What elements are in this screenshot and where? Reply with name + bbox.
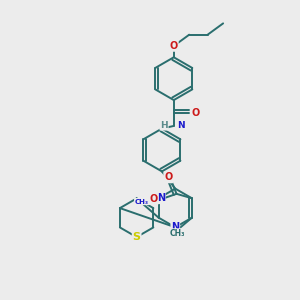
Text: N: N xyxy=(157,193,165,203)
Text: N: N xyxy=(171,222,179,232)
Text: S: S xyxy=(133,232,141,242)
Text: O: O xyxy=(170,41,178,51)
Text: O: O xyxy=(192,108,200,118)
Text: O: O xyxy=(149,194,158,204)
Text: H: H xyxy=(160,121,168,130)
Text: CH₃: CH₃ xyxy=(169,229,185,238)
Text: CH₃: CH₃ xyxy=(135,199,148,205)
Text: O: O xyxy=(164,172,172,182)
Text: N: N xyxy=(177,121,184,130)
